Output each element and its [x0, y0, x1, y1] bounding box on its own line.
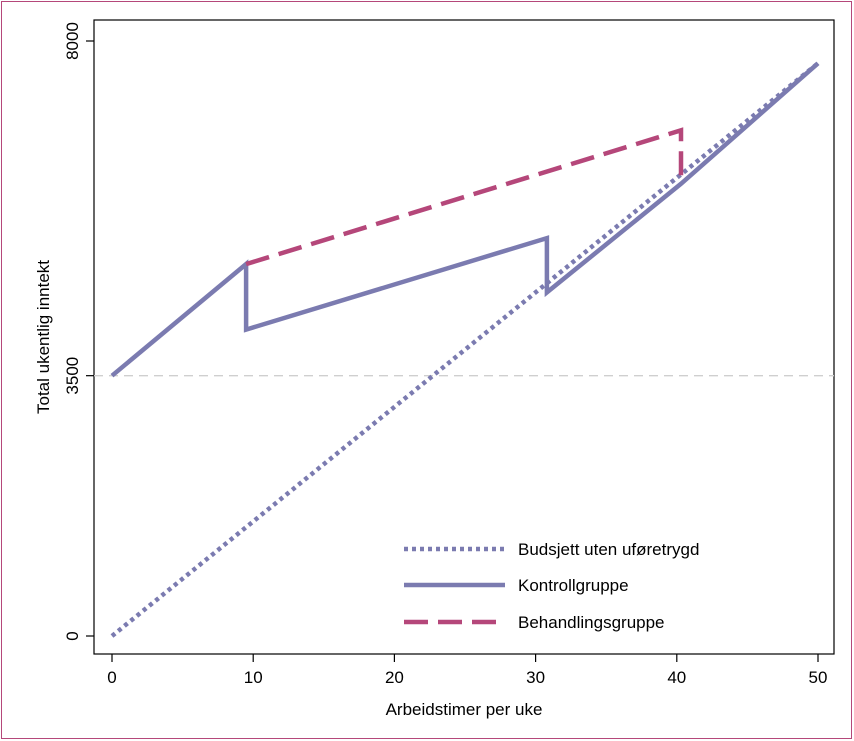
legend-label-behandling: Behandlingsgruppe [518, 613, 665, 632]
y-tick-label-0: 0 [63, 631, 82, 640]
y-axis-title: Total ukentlig inntekt [34, 260, 53, 414]
x-tick-label-30: 30 [526, 668, 545, 687]
y-tick-label-3500: 3500 [63, 357, 82, 395]
y-axis: 0 3500 8000 [63, 22, 94, 641]
x-tick-label-50: 50 [809, 668, 828, 687]
series-line-2 [245, 127, 684, 267]
y-tick-label-8000: 8000 [63, 22, 82, 60]
legend: Budsjett uten uføretrygd Kontrollgruppe … [404, 540, 699, 632]
x-tick-label-0: 0 [107, 668, 116, 687]
x-tick-label-10: 10 [244, 668, 263, 687]
x-tick-label-20: 20 [385, 668, 404, 687]
legend-label-budsjett: Budsjett uten uføretrygd [518, 540, 699, 559]
x-axis-title: Arbeidstimer per uke [386, 700, 543, 719]
series-layer [110, 61, 820, 638]
x-axis: 0 10 20 30 40 50 [107, 654, 827, 687]
legend-label-kontroll: Kontrollgruppe [518, 576, 629, 595]
x-tick-label-40: 40 [667, 668, 686, 687]
